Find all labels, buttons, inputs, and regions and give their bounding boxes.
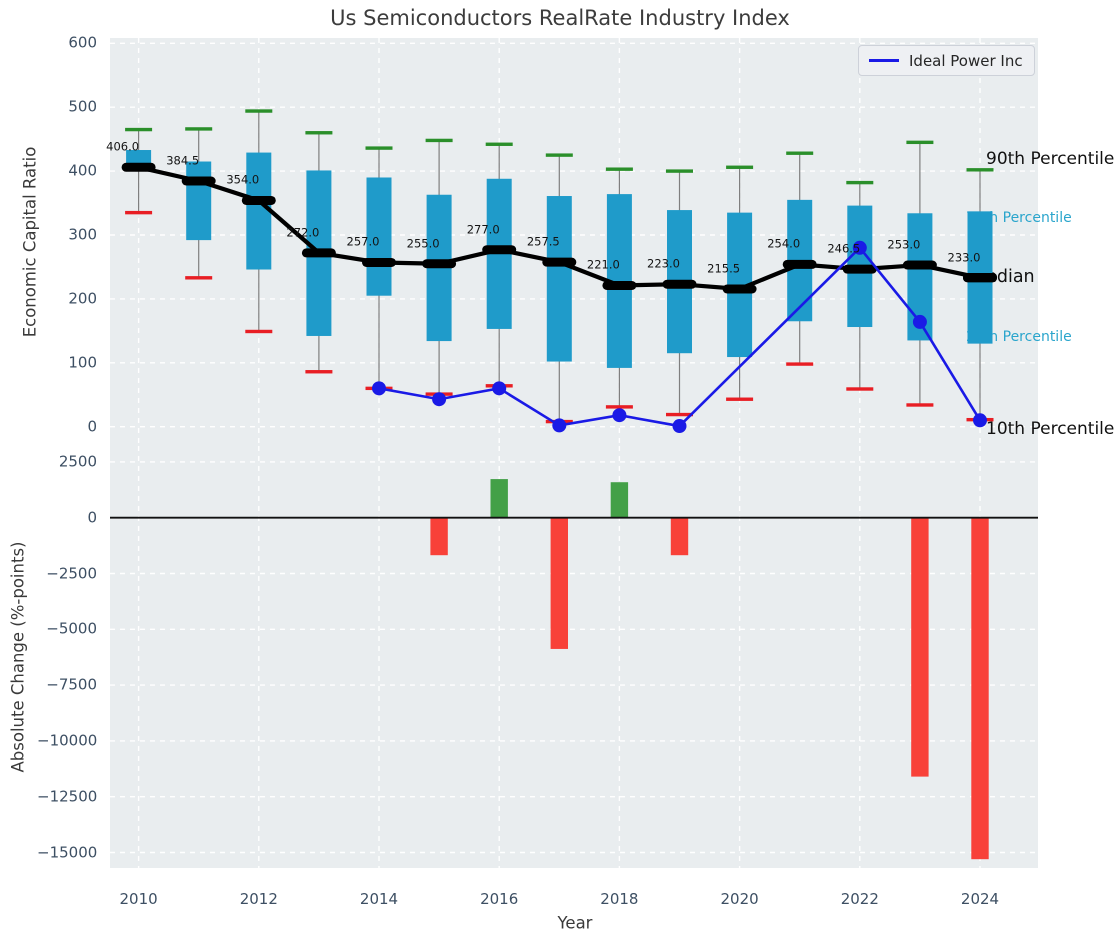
company-marker-2019 — [672, 419, 687, 434]
change-bar-2024 — [971, 517, 989, 860]
company-marker-2018 — [612, 408, 627, 423]
median-dash-2022 — [842, 264, 877, 274]
company-marker-2016 — [492, 381, 507, 396]
p90-cap-2014 — [365, 146, 393, 150]
p10-cap-2020 — [726, 397, 754, 401]
chart-title: Us Semiconductors RealRate Industry Inde… — [330, 6, 790, 30]
median-dash-2014 — [362, 257, 396, 267]
p10-cap-2013 — [305, 370, 333, 374]
median-dash-2011 — [181, 176, 216, 186]
p90-cap-2022 — [846, 180, 874, 185]
median-dash-2010 — [121, 162, 156, 172]
legend-label: Ideal Power Inc — [909, 51, 1023, 70]
company-marker-2022 — [852, 240, 867, 255]
p10-cap-2023 — [906, 403, 934, 407]
median-dash-2019 — [662, 279, 697, 289]
p10-cap-2011 — [185, 276, 213, 280]
change-bar-2019 — [670, 517, 689, 556]
p90-cap-2016 — [485, 142, 513, 146]
legend-line-sample — [869, 59, 899, 62]
median-dash-2023 — [902, 260, 937, 270]
p10-cap-2012 — [245, 329, 273, 334]
median-dash-2017 — [542, 257, 577, 267]
change-bar-2023 — [911, 517, 929, 777]
iqr-box-2014 — [366, 177, 392, 296]
company-marker-2015 — [432, 392, 447, 407]
change-bar-2015 — [430, 517, 448, 556]
change-bar-2016 — [490, 479, 508, 518]
p90-cap-2020 — [726, 165, 754, 169]
iqr-box-2017 — [546, 196, 572, 362]
company-marker-2017 — [552, 418, 567, 433]
change-bar-2018 — [610, 482, 629, 518]
p90-cap-2015 — [425, 138, 453, 143]
iqr-box-2012 — [246, 152, 272, 270]
p10-cap-2010 — [125, 210, 153, 215]
median-dash-2020 — [722, 284, 757, 294]
p90-cap-2019 — [666, 169, 693, 173]
p90-cap-2011 — [185, 127, 213, 131]
p10-cap-2021 — [786, 362, 814, 366]
median-dash-2018 — [602, 280, 637, 290]
median-dash-2013 — [301, 248, 336, 258]
median-dash-2021 — [782, 259, 817, 269]
median-dash-2015 — [422, 259, 457, 269]
p90-cap-2018 — [605, 167, 633, 171]
company-marker-2014 — [372, 381, 386, 396]
p90-cap-2010 — [125, 127, 153, 132]
legend: Ideal Power Inc — [858, 45, 1035, 76]
company-marker-2024 — [973, 413, 987, 428]
p90-cap-2023 — [906, 140, 934, 145]
median-dash-2012 — [241, 195, 276, 205]
company-marker-2023 — [912, 314, 927, 329]
p10-cap-2018 — [605, 405, 633, 409]
p90-cap-2012 — [245, 109, 273, 113]
p90-cap-2017 — [545, 153, 573, 157]
change-bar-2017 — [550, 517, 568, 649]
p90-cap-2013 — [305, 131, 333, 135]
p10-cap-2019 — [666, 412, 693, 417]
p10-cap-2022 — [846, 387, 874, 391]
iqr-box-2011 — [186, 161, 212, 241]
p90-cap-2024 — [966, 168, 994, 172]
p90-cap-2021 — [786, 151, 814, 155]
median-dash-2016 — [482, 245, 517, 255]
median-dash-2024-overlay — [963, 273, 997, 283]
bottom-panel-background — [110, 446, 1038, 868]
